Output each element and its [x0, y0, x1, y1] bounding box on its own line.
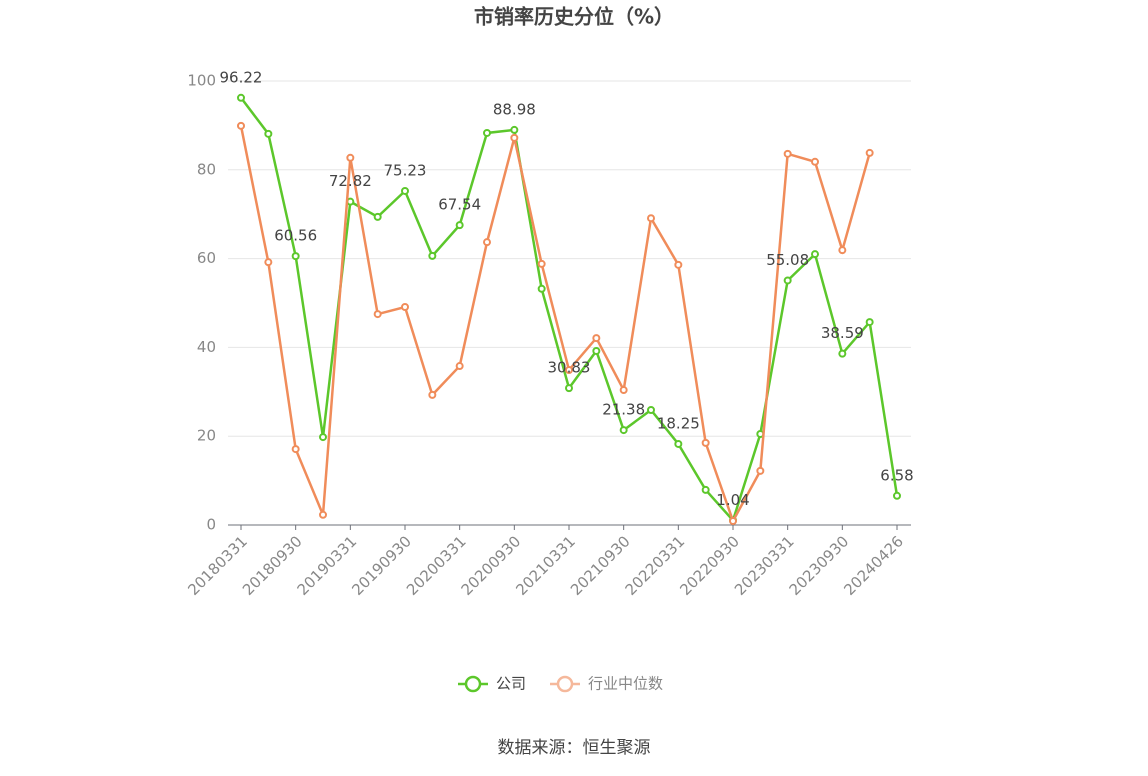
- data-label: 88.98: [493, 100, 536, 118]
- data-point: [592, 346, 601, 355]
- data-point: [264, 129, 273, 138]
- legend-label: 公司: [496, 675, 526, 693]
- data-point: [428, 390, 437, 399]
- data-point: [783, 149, 792, 158]
- y-tick-label: 60: [197, 249, 216, 267]
- data-point: [811, 250, 819, 259]
- y-tick-label: 0: [206, 516, 216, 534]
- source: 数据来源：恒生聚源: [498, 738, 651, 758]
- series-line: [239, 125, 871, 525]
- legend-marker: [464, 675, 482, 693]
- data-point: [865, 318, 874, 327]
- data-point: [838, 349, 847, 358]
- chart-title: 市销率历史分位（%）: [474, 5, 674, 29]
- data-point: [619, 426, 628, 435]
- data-point: [619, 386, 628, 395]
- data-point: [756, 466, 765, 475]
- data-label: 30.83: [548, 359, 591, 377]
- data-point: [729, 517, 737, 526]
- data-point: [291, 252, 300, 261]
- x-tick-label: 20240426: [840, 532, 907, 599]
- data-point: [483, 238, 491, 247]
- data-point: [319, 433, 327, 442]
- data-point: [264, 258, 273, 267]
- data-point: [401, 186, 409, 195]
- data-point: [537, 259, 546, 268]
- y-tick-label: 100: [187, 72, 216, 90]
- data-point: [510, 125, 519, 134]
- data-label: 21.38: [602, 401, 645, 419]
- data-point: [783, 276, 792, 285]
- data-point: [647, 406, 655, 415]
- data-label: 75.23: [384, 161, 427, 179]
- data-point: [565, 384, 573, 393]
- data-point: [701, 485, 710, 494]
- data-point: [455, 221, 464, 230]
- data-point: [647, 214, 655, 223]
- data-point: [346, 153, 355, 162]
- y-tick-label: 80: [197, 160, 216, 178]
- data-point: [455, 362, 464, 371]
- data-label: 38.59: [821, 324, 864, 342]
- data-point: [373, 212, 382, 221]
- data-label: 96.22: [220, 68, 263, 86]
- data-label: 72.82: [329, 172, 372, 190]
- data-label: 60.56: [274, 227, 317, 245]
- data-label: 55.08: [766, 251, 809, 269]
- data-point: [319, 510, 327, 519]
- data-point: [811, 157, 819, 166]
- data-point: [483, 128, 491, 137]
- data-label: 18.25: [657, 414, 700, 432]
- legend-marker: [556, 675, 574, 693]
- data-point: [893, 491, 901, 500]
- y-tick-label: 20: [197, 427, 216, 445]
- data-point: [428, 251, 437, 260]
- data-point: [674, 260, 683, 269]
- data-point: [401, 302, 409, 311]
- data-point: [592, 334, 601, 343]
- data-label: 6.58: [880, 466, 913, 484]
- data-point: [865, 148, 874, 157]
- data-point: [838, 246, 847, 255]
- data-point: [291, 445, 300, 454]
- data-point: [674, 439, 683, 448]
- data-point: [565, 366, 573, 375]
- legend-label: 行业中位数: [588, 675, 663, 693]
- data-label: 67.54: [438, 196, 481, 214]
- y-tick-label: 40: [197, 338, 216, 356]
- data-point: [510, 133, 519, 142]
- data-point: [373, 310, 382, 319]
- data-point: [237, 93, 245, 102]
- data-point: [701, 438, 710, 447]
- data-point: [237, 121, 245, 130]
- data-label: 1.04: [716, 491, 749, 509]
- data-point: [537, 284, 546, 293]
